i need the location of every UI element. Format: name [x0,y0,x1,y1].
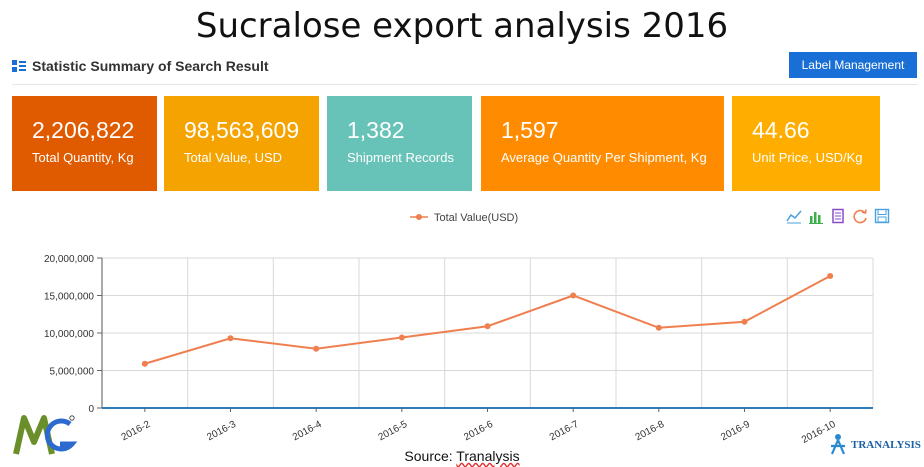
stat-label: Total Quantity, Kg [32,150,134,165]
y-tick-label: 15,000,000 [44,292,94,303]
y-tick-label: 20,000,000 [44,254,94,265]
x-tick-label: 2016-5 [377,419,410,444]
y-tick-label: 0 [88,404,94,415]
stat-card-total-quantity: 2,206,822 Total Quantity, Kg [12,96,157,191]
stat-value: 98,563,609 [184,117,300,143]
data-point [570,292,577,299]
summary-title-group: Statistic Summary of Search Result [12,58,269,74]
stat-card-average-quantity: 1,597 Average Quantity Per Shipment, Kg [481,96,724,191]
x-tick-label: 2016-4 [291,419,324,444]
stat-value: 2,206,822 [32,117,135,143]
stat-value: 1,382 [347,117,405,143]
summary-header: Statistic Summary of Search Result Label… [12,52,918,85]
data-point [827,273,834,279]
line-chart-icon[interactable] [786,208,802,224]
stat-card-shipment-records: 1,382 Shipment Records [327,96,472,191]
bar-chart-icon[interactable] [808,208,824,224]
source-prefix: Source: [404,448,457,464]
data-point [398,334,405,341]
series-line-total-value [144,275,831,365]
data-point [141,360,148,367]
tranalysis-brand-text: TRANALYSIS [851,439,921,451]
stat-value: 1,597 [501,117,559,143]
y-tick-label: 10,000,000 [44,329,94,340]
y-tick-label: 5,000,000 [50,367,95,378]
refresh-icon[interactable] [852,208,868,224]
stat-card-unit-price: 44.66 Unit Price, USD/Kg [732,96,880,191]
source-credit: Source: Tranalysis [0,448,924,464]
x-tick-label: 2016-9 [719,419,752,444]
tranalysis-logo: TRANALYSIS [828,432,921,458]
page-title: Sucralose export analysis 2016 [195,6,729,46]
x-tick-label: 2016-3 [205,419,238,444]
save-icon[interactable] [874,208,890,224]
stat-label: Shipment Records [347,150,454,165]
stat-label: Average Quantity Per Shipment, Kg [501,150,707,165]
x-tick-label: 2016-7 [548,419,581,444]
data-point [655,324,662,331]
stat-card-total-value: 98,563,609 Total Value, USD [164,96,319,191]
stat-label: Unit Price, USD/Kg [752,150,863,165]
list-icon [12,60,26,72]
stat-label: Total Value, USD [184,150,283,165]
x-tick-label: 2016-2 [120,419,153,444]
data-point [741,318,748,325]
chart-legend: Total Value(USD) [410,212,518,224]
chart-toolbar [786,208,890,224]
x-tick-label: 2016-8 [634,419,667,444]
data-point [313,345,320,352]
data-point [227,335,234,342]
stat-value: 44.66 [752,117,810,143]
summary-title: Statistic Summary of Search Result [32,58,269,74]
data-view-icon[interactable] [830,208,846,224]
source-name: Tranalysis [456,448,520,464]
legend-label: Total Value(USD) [434,212,518,224]
label-management-button[interactable]: Label Management [789,52,917,78]
mg-logo [13,415,78,455]
data-point [484,323,491,330]
tranalysis-emblem-icon [830,434,846,455]
x-tick-label: 2016-6 [462,419,495,444]
